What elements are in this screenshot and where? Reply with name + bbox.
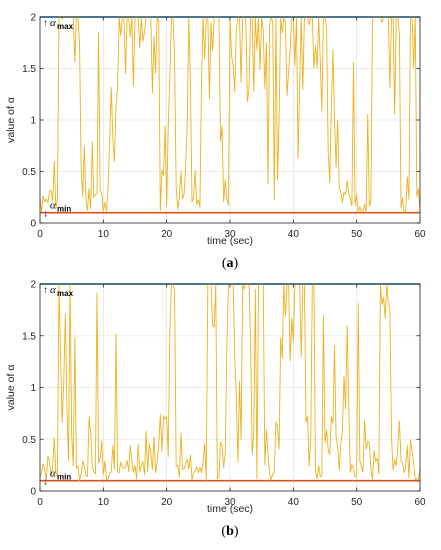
alpha-min-subscript: min bbox=[57, 473, 71, 482]
y-tick-label: 0 bbox=[30, 219, 36, 230]
caption-open: ( bbox=[221, 524, 226, 539]
y-tick-label: 0 bbox=[30, 487, 36, 498]
y-axis-label: value of α bbox=[5, 365, 17, 411]
alpha-min-symbol: α bbox=[50, 200, 56, 212]
x-axis-label: time (sec) bbox=[207, 503, 253, 515]
x-axis-label: time (sec) bbox=[207, 235, 253, 247]
chart-panel-b: 0 10 20 30 40 50 60 0 0.5 1 1.5 2 time (sec) value of… bbox=[5, 280, 426, 540]
panel-caption: (b) bbox=[221, 524, 238, 539]
alpha-max-arrow: ↑ bbox=[43, 18, 48, 29]
y-tick-label: 2 bbox=[30, 280, 36, 291]
alpha-max-arrow: ↑ bbox=[43, 285, 48, 296]
y-tick-label: 1.5 bbox=[22, 64, 36, 75]
caption-close: ) bbox=[234, 256, 239, 271]
x-tick-label: 10 bbox=[98, 497, 110, 508]
panel-caption: (a) bbox=[222, 256, 239, 271]
x-tick-label: 60 bbox=[414, 497, 426, 508]
y-axis-label: value of α bbox=[5, 97, 17, 143]
x-tick-label: 20 bbox=[161, 229, 173, 240]
alpha-max-subscript: max bbox=[57, 289, 74, 298]
alpha-max-symbol: α bbox=[50, 17, 56, 29]
y-tick-label: 1.5 bbox=[22, 331, 36, 342]
x-tick-label: 0 bbox=[37, 497, 43, 508]
caption-open: ( bbox=[222, 256, 227, 271]
y-tick-label: 0.5 bbox=[22, 167, 36, 178]
x-tick-label: 20 bbox=[161, 497, 173, 508]
caption-letter: a bbox=[227, 256, 234, 271]
y-tick-label: 1 bbox=[30, 116, 36, 127]
x-tick-label: 0 bbox=[37, 229, 43, 240]
caption-letter: b bbox=[226, 524, 234, 539]
x-tick-label: 40 bbox=[288, 497, 300, 508]
alpha-min-symbol: α bbox=[50, 468, 56, 480]
alpha-min-arrow: ↓ bbox=[43, 209, 48, 220]
alpha-max-symbol: α bbox=[50, 284, 56, 296]
y-tick-label: 0.5 bbox=[22, 435, 36, 446]
alpha-max-subscript: max bbox=[57, 22, 74, 31]
x-tick-label: 50 bbox=[351, 229, 363, 240]
y-tick-label: 1 bbox=[30, 383, 36, 394]
alpha-min-arrow: ↓ bbox=[43, 477, 48, 488]
alpha-min-subscript: min bbox=[57, 205, 71, 214]
x-tick-label: 10 bbox=[98, 229, 110, 240]
caption-close: ) bbox=[234, 524, 239, 539]
x-tick-label: 60 bbox=[414, 229, 426, 240]
x-tick-label: 40 bbox=[288, 229, 300, 240]
x-tick-label: 30 bbox=[224, 229, 236, 240]
y-tick-label: 2 bbox=[30, 13, 36, 24]
x-tick-label: 50 bbox=[351, 497, 363, 508]
chart-panel-a: 0 10 20 30 40 50 60 0 0.5 1 1.5 2 time (sec) value of… bbox=[5, 13, 426, 272]
x-tick-label: 30 bbox=[224, 497, 236, 508]
